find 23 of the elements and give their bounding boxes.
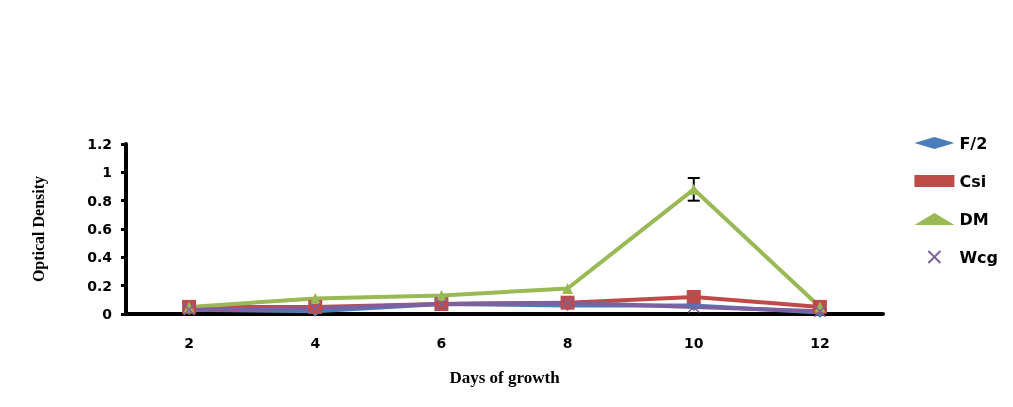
y-tick-label: 0.2 xyxy=(87,277,112,294)
y-tick-label: 0 xyxy=(102,306,113,322)
x-tick-label: 4 xyxy=(310,335,321,351)
x-tick-label: 8 xyxy=(562,335,573,351)
y-tick-label: 0.6 xyxy=(87,221,112,237)
x-tick-label: 6 xyxy=(436,335,447,351)
point xyxy=(435,290,447,302)
x-tick-label: 12 xyxy=(810,335,830,351)
y-tick-label: 0.4 xyxy=(87,249,113,266)
legend-label: Csi xyxy=(959,171,987,191)
x-axis-title: Days of growth xyxy=(449,368,561,387)
point xyxy=(309,292,321,304)
y-tick-label: 0.8 xyxy=(87,192,112,209)
point xyxy=(686,290,701,304)
y-axis-title: Optical Density xyxy=(29,175,48,283)
point xyxy=(562,283,574,294)
legend-label: Wcg xyxy=(959,247,999,267)
legend-label: DM xyxy=(959,209,989,229)
legend-label: F/2 xyxy=(959,133,988,153)
x-tick-label: 10 xyxy=(684,335,704,351)
x-tick-label: 2 xyxy=(184,335,194,351)
y-tick-label: 1 xyxy=(102,164,112,181)
y-tick-label: 1.2 xyxy=(87,136,112,152)
